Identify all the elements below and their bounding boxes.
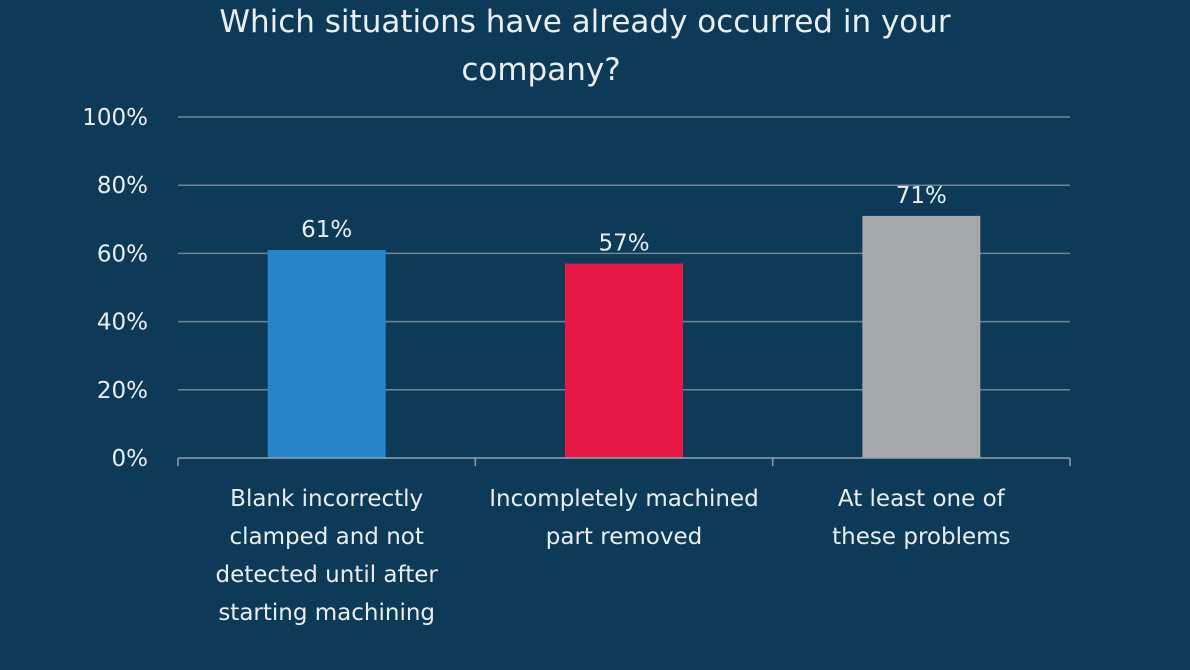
bars bbox=[267, 215, 981, 458]
category-labels: Blank incorrectly clamped and not detected… bbox=[216, 486, 1011, 626]
chart-title-line: Which situations have already occurred i… bbox=[219, 4, 951, 40]
category-label: Blank incorrectly bbox=[230, 486, 423, 512]
category-label: part removed bbox=[546, 524, 702, 550]
data-labels: 61% 57% 71% bbox=[301, 183, 947, 257]
bar bbox=[565, 263, 683, 458]
category-label: these problems bbox=[832, 524, 1010, 550]
y-tick-label: 100% bbox=[82, 105, 148, 131]
bar bbox=[267, 249, 386, 458]
data-label: 61% bbox=[301, 217, 352, 243]
category-label: At least one of bbox=[838, 486, 1006, 512]
category-label: clamped and not bbox=[229, 524, 423, 550]
data-label: 71% bbox=[896, 183, 947, 209]
chart-title-line: company? bbox=[461, 52, 620, 88]
y-tick-label: 0% bbox=[112, 446, 149, 472]
x-axis bbox=[177, 457, 1071, 466]
category-label: starting machining bbox=[218, 600, 435, 626]
bar bbox=[862, 215, 981, 458]
y-tick-label: 40% bbox=[97, 310, 148, 336]
y-tick-label: 80% bbox=[97, 173, 148, 199]
category-label: detected until after bbox=[216, 562, 439, 588]
data-label: 57% bbox=[598, 231, 649, 257]
category-label: Incompletely machined bbox=[489, 486, 759, 512]
y-tick-label: 60% bbox=[97, 241, 148, 267]
y-tick-label: 20% bbox=[97, 378, 148, 404]
chart-title: Which situations have already occurred i… bbox=[219, 4, 951, 88]
y-axis-tick-labels: 0% 20% 40% 60% 80% 100% bbox=[82, 105, 148, 472]
